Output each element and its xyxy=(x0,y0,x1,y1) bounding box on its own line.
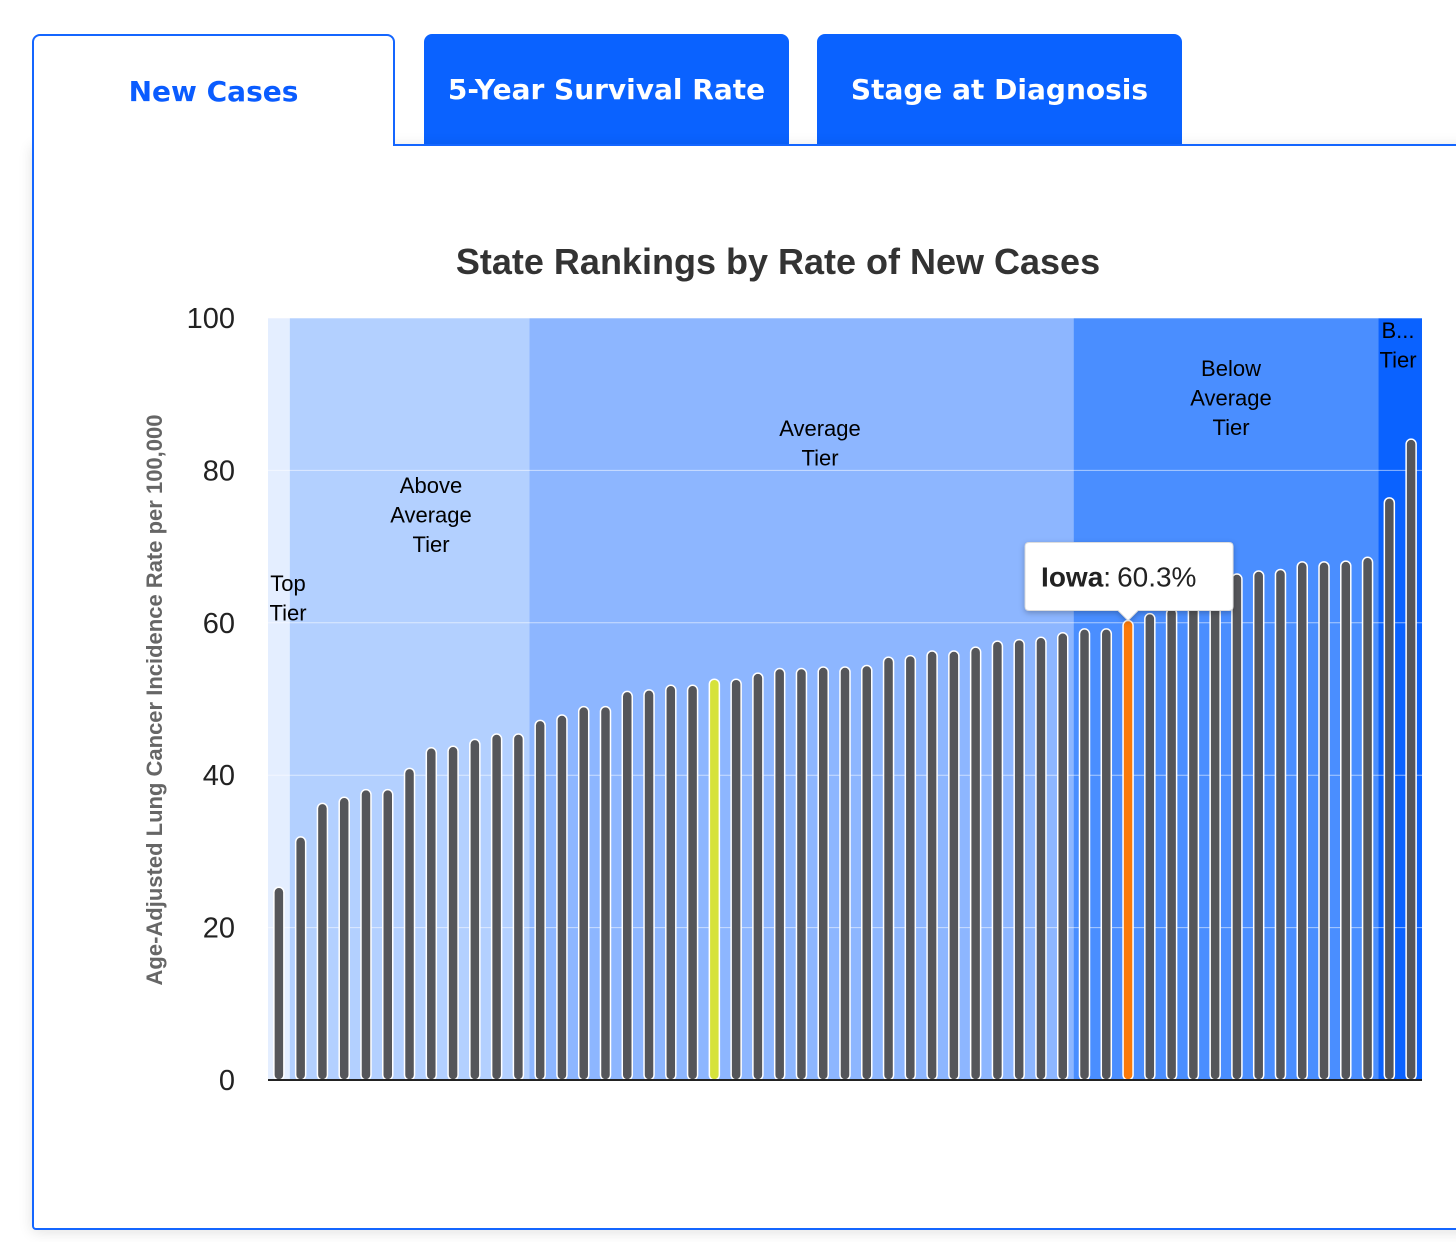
tier-label: Average Tier xyxy=(779,416,861,471)
bar[interactable] xyxy=(425,747,438,1081)
bar[interactable] xyxy=(643,689,655,1081)
bar[interactable] xyxy=(1056,631,1069,1081)
y-tick-label: 20 xyxy=(203,913,235,945)
y-tick-label: 80 xyxy=(203,455,235,487)
bar[interactable] xyxy=(1209,577,1221,1081)
bar[interactable] xyxy=(773,667,786,1081)
tier-label: B... Tier xyxy=(1379,318,1416,373)
bar[interactable] xyxy=(1383,497,1396,1081)
bar[interactable] xyxy=(1231,573,1243,1081)
y-axis-title: Age-Adjusted Lung Cancer Incidence Rate … xyxy=(142,415,167,986)
chart-title: State Rankings by Rate of New Cases xyxy=(456,241,1100,282)
tooltip: Iowa: 60.3% xyxy=(1024,542,1234,622)
tooltip-value: 60.3% xyxy=(1117,562,1196,593)
bar[interactable] xyxy=(577,705,590,1081)
bar[interactable] xyxy=(686,684,699,1081)
tab-stage-at-diagnosis[interactable]: Stage at Diagnosis xyxy=(817,34,1182,144)
tooltip-text: Iowa: 60.3% xyxy=(1041,562,1196,593)
tier-band xyxy=(268,318,290,1080)
bar[interactable] xyxy=(1187,603,1200,1081)
tier-label: Above Average Tier xyxy=(390,473,472,557)
tab-5-year-survival-rate[interactable]: 5-Year Survival Rate xyxy=(424,34,789,144)
bar[interactable] xyxy=(490,733,503,1081)
tab-new-cases[interactable]: New Cases xyxy=(32,34,395,146)
tooltip-box xyxy=(1024,542,1234,622)
bar[interactable] xyxy=(294,836,307,1081)
gridlines xyxy=(268,317,1422,929)
tier-labels: Top Tier Above Average Tier Average Tier Below A… xyxy=(269,318,1416,626)
bar[interactable] xyxy=(904,654,917,1081)
bar[interactable] xyxy=(599,705,612,1081)
bar-national-average[interactable] xyxy=(708,678,721,1081)
bar[interactable] xyxy=(360,788,372,1081)
bar[interactable] xyxy=(1013,638,1025,1081)
bar[interactable] xyxy=(948,650,960,1081)
bar[interactable] xyxy=(839,666,851,1081)
bar[interactable] xyxy=(882,656,895,1081)
bar[interactable] xyxy=(556,714,568,1081)
bars xyxy=(273,438,1417,1081)
y-tick-label: 0 xyxy=(219,1065,235,1097)
bar[interactable] xyxy=(1100,628,1113,1081)
bar[interactable] xyxy=(665,684,677,1081)
bar[interactable] xyxy=(1165,607,1178,1081)
bar[interactable] xyxy=(1078,628,1091,1081)
bar[interactable] xyxy=(534,719,546,1081)
chart-panel: Top Tier Above Average Tier Average Tier Below A… xyxy=(32,144,1456,1230)
bar[interactable] xyxy=(621,690,634,1081)
bar[interactable] xyxy=(1361,556,1374,1081)
tooltip-state-name: Iowa xyxy=(1041,562,1104,593)
bar[interactable] xyxy=(1252,570,1265,1081)
y-tick-label: 60 xyxy=(203,608,235,640)
bar[interactable] xyxy=(512,733,525,1081)
bar-highlight-iowa[interactable] xyxy=(1122,619,1134,1081)
bar[interactable] xyxy=(1035,636,1047,1081)
tooltip-separator: : xyxy=(1103,562,1111,593)
bar[interactable] xyxy=(1405,438,1417,1081)
bar[interactable] xyxy=(752,672,764,1081)
bar[interactable] xyxy=(382,788,394,1081)
bar[interactable] xyxy=(795,667,808,1081)
tier-label: Below Average Tier xyxy=(1190,356,1272,440)
bar[interactable] xyxy=(991,640,1004,1081)
bar[interactable] xyxy=(338,796,350,1081)
bar[interactable] xyxy=(861,664,873,1081)
tier-label: Top Tier xyxy=(269,571,306,626)
bar[interactable] xyxy=(730,678,742,1081)
y-tick-label: 40 xyxy=(203,760,235,792)
bar[interactable] xyxy=(1340,560,1352,1081)
bar[interactable] xyxy=(1274,568,1287,1081)
bar[interactable] xyxy=(1318,561,1330,1081)
bar[interactable] xyxy=(469,738,481,1081)
bar[interactable] xyxy=(447,745,459,1081)
bar[interactable] xyxy=(817,666,829,1081)
bar[interactable] xyxy=(273,886,285,1081)
rankings-bar-chart: Top Tier Above Average Tier Average Tier Below A… xyxy=(142,241,1422,1097)
y-tick-label: 100 xyxy=(187,303,235,335)
y-axis-ticks: 0 20 40 60 80 100 xyxy=(187,303,235,1097)
bar[interactable] xyxy=(969,646,982,1081)
bar[interactable] xyxy=(1296,561,1308,1081)
bar[interactable] xyxy=(403,767,416,1081)
bar[interactable] xyxy=(926,650,938,1081)
bar[interactable] xyxy=(316,802,329,1081)
bar[interactable] xyxy=(1144,612,1156,1081)
